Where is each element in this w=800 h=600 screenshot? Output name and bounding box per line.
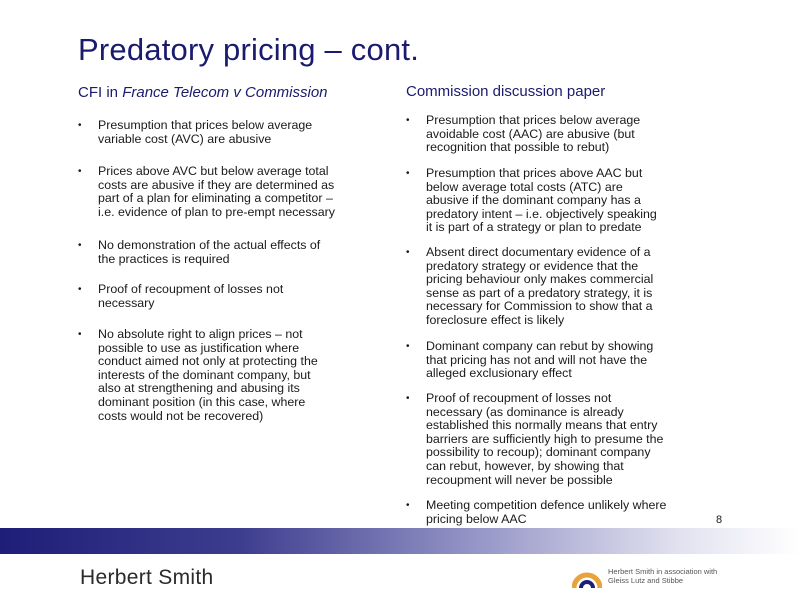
bullet-line: avoidable cost (AAC) are abusive (but — [426, 126, 635, 141]
bullet-line: possibility to recoup); dominant company — [426, 445, 651, 460]
left-column-heading: CFI in France Telecom v Commission — [78, 84, 328, 101]
slide-title: Predatory pricing – cont. — [78, 32, 420, 67]
bullet-line: recoupment will never be possible — [426, 472, 613, 487]
bullet-dot-icon: • — [78, 329, 82, 340]
bullet-line: interests of the dominant company, but — [98, 367, 311, 382]
bullet-line: also at strengthening and abusing its — [98, 381, 300, 396]
bullet-line: the practices is required — [98, 251, 230, 266]
footer-gradient-bar — [0, 528, 800, 554]
partner-text: Herbert Smith in association with Gleiss… — [608, 567, 758, 585]
bullet-line: Dominant company can rebut by showing — [426, 339, 654, 353]
left-bullet-text: Proof of recoupment of losses not necessa… — [98, 282, 284, 310]
bullet-dot-icon: • — [78, 120, 82, 131]
bullet-line: variable cost (AVC) are abusive — [98, 131, 272, 146]
bullet-dot-icon: • — [406, 168, 410, 179]
bullet-line: barriers are sufficiently high to presum… — [426, 431, 664, 446]
left-bullet-text: No absolute right to align prices – not p… — [98, 327, 318, 423]
bullet-line: costs would not be recovered) — [98, 408, 264, 423]
bullet-line: abusive if the dominant company has a — [426, 193, 641, 208]
bullet-line: Absent direct documentary evidence of a — [426, 245, 651, 259]
bullet-line: predatory strategy or evidence that the — [426, 258, 639, 273]
partner-line-1: Herbert Smith in association with — [608, 567, 718, 576]
page-number: 8 — [716, 514, 723, 526]
partner-logo-block: Herbert Smith in association with Gleiss… — [572, 566, 752, 592]
bullet-line: sense as part of a predatory strategy, i… — [426, 285, 653, 300]
bullet-line: alleged exclusionary effect — [426, 366, 572, 381]
bullet-line: can rebut, however, by showing that — [426, 458, 624, 473]
bullet-line: possible to use as justification where — [98, 340, 300, 355]
bullet-line: costs are abusive if they are determined… — [98, 177, 335, 192]
bullet-line: established this normally means that ent… — [426, 418, 658, 433]
left-bullet-text: No demonstration of the actual effects o… — [98, 238, 321, 266]
right-bullet-text: Presumption that prices below average avo… — [426, 113, 641, 155]
bullet-line: recognition that possible to rebut) — [426, 140, 610, 155]
bullet-dot-icon: • — [78, 166, 82, 177]
right-bullet-text: Meeting competition defence unlikely whe… — [426, 498, 667, 526]
herbert-smith-logo: Herbert Smith — [80, 566, 214, 589]
bullet-line: Presumption that prices below average — [426, 113, 641, 127]
bullet-line: that pricing has not and will not have t… — [426, 352, 648, 367]
right-column-heading: Commission discussion paper — [406, 83, 606, 100]
bullet-line: Presumption that prices below average — [98, 118, 313, 132]
bullet-line: No demonstration of the actual effects o… — [98, 238, 321, 252]
bullet-line: predatory intent – i.e. objectively spea… — [426, 206, 657, 221]
bullet-line: Proof of recoupment of losses not — [426, 391, 612, 405]
bullet-line: below average total costs (ATC) are — [426, 179, 623, 194]
bullet-line: conduct aimed not only at protecting the — [98, 354, 318, 369]
bullet-line: necessary (as dominance is already — [426, 404, 624, 419]
left-bullet-text: Presumption that prices below average var… — [98, 118, 313, 146]
bullet-line: Prices above AVC but below average total — [98, 164, 329, 178]
bullet-line: i.e. evidence of plan to pre-empt necess… — [98, 204, 335, 219]
bullet-line: part of a plan for eliminating a competi… — [98, 191, 333, 206]
bullet-line: No absolute right to align prices – not — [98, 327, 303, 341]
bullet-dot-icon: • — [406, 247, 410, 258]
left-bullet-text: Prices above AVC but below average total… — [98, 164, 335, 219]
bullet-line: necessary — [98, 295, 155, 310]
bullet-line: pricing behaviour only makes commercial — [426, 272, 654, 287]
right-bullet-text: Dominant company can rebut by showing tha… — [426, 339, 654, 381]
bullet-dot-icon: • — [406, 393, 410, 404]
bullet-line: dominant position (in this case, where — [98, 394, 306, 409]
bullet-line: it is part of a strategy or plan to pred… — [426, 220, 642, 235]
left-heading-prefix: CFI in — [78, 84, 123, 101]
partner-line-2: Gleiss Lutz and Stibbe — [608, 576, 684, 585]
bullet-line: pricing below AAC — [426, 511, 527, 526]
bullet-dot-icon: • — [406, 115, 410, 126]
bullet-dot-icon: • — [78, 284, 82, 295]
bullet-line: foreclosure effect is likely — [426, 312, 565, 327]
right-bullet-text: Presumption that prices above AAC but bel… — [426, 166, 657, 235]
left-heading-case-name: France Telecom v Commission — [122, 84, 328, 101]
right-bullet-text: Proof of recoupment of losses not necessa… — [426, 391, 664, 487]
bullet-line: Presumption that prices above AAC but — [426, 166, 643, 180]
bullet-dot-icon: • — [406, 500, 410, 511]
bullet-line: Meeting competition defence unlikely whe… — [426, 498, 667, 512]
bullet-line: necessary for Commission to show that a — [426, 299, 653, 314]
bullet-dot-icon: • — [78, 240, 82, 251]
bullet-dot-icon: • — [406, 341, 410, 352]
partner-arc-icon — [572, 572, 602, 589]
bullet-line: Proof of recoupment of losses not — [98, 282, 284, 296]
